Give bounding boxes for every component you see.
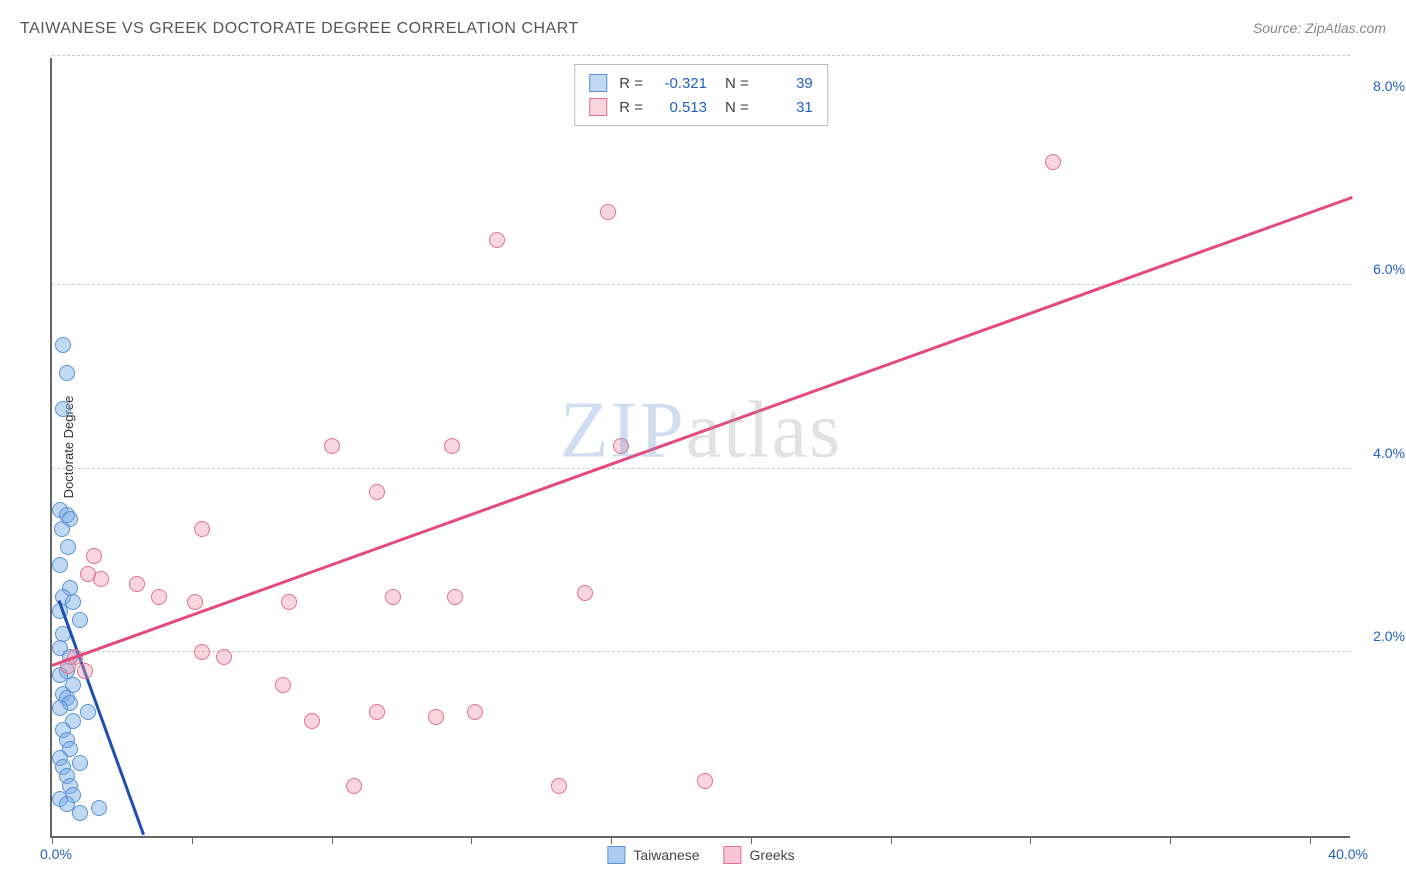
data-point [551, 778, 567, 794]
x-tick [891, 836, 892, 844]
x-tick [1170, 836, 1171, 844]
legend-swatch-icon [724, 846, 742, 864]
data-point [86, 548, 102, 564]
n-label: N = [725, 99, 749, 116]
legend-swatch-icon [607, 846, 625, 864]
data-point [194, 521, 210, 537]
n-value-taiwanese: 39 [757, 75, 813, 92]
x-tick [192, 836, 193, 844]
data-point [489, 232, 505, 248]
legend-label: Greeks [750, 847, 795, 863]
legend-item-greeks: Greeks [724, 846, 795, 864]
data-point [72, 805, 88, 821]
series-legend: Taiwanese Greeks [607, 846, 794, 864]
data-point [369, 704, 385, 720]
legend-swatch-taiwanese [589, 74, 607, 92]
chart-title: TAIWANESE VS GREEK DOCTORATE DEGREE CORR… [20, 20, 579, 38]
r-label: R = [619, 75, 643, 92]
data-point [77, 663, 93, 679]
data-point [54, 521, 70, 537]
r-label: R = [619, 99, 643, 116]
r-value-greeks: 0.513 [651, 99, 707, 116]
y-tick-label: 8.0% [1373, 78, 1405, 94]
data-point [52, 700, 68, 716]
x-tick [611, 836, 612, 844]
source-attribution: Source: ZipAtlas.com [1253, 20, 1386, 36]
x-axis-max-label: 40.0% [1328, 846, 1368, 862]
correlation-legend: R = -0.321 N = 39 R = 0.513 N = 31 [574, 64, 828, 126]
data-point [52, 557, 68, 573]
data-point [55, 337, 71, 353]
data-point [216, 649, 232, 665]
data-point [428, 709, 444, 725]
data-point [577, 585, 593, 601]
chart-area: ZIPatlas Doctorate Degree R = -0.321 N =… [50, 58, 1350, 838]
data-point [304, 713, 320, 729]
data-point [444, 438, 460, 454]
data-point [194, 644, 210, 660]
legend-row-taiwanese: R = -0.321 N = 39 [589, 71, 813, 95]
x-tick [1310, 836, 1311, 844]
data-point [91, 800, 107, 816]
data-point [697, 773, 713, 789]
gridline [52, 651, 1350, 652]
data-point [72, 612, 88, 628]
data-point [385, 589, 401, 605]
data-point [346, 778, 362, 794]
data-point [447, 589, 463, 605]
data-point [281, 594, 297, 610]
y-tick-label: 4.0% [1373, 445, 1405, 461]
legend-item-taiwanese: Taiwanese [607, 846, 699, 864]
data-point [80, 704, 96, 720]
y-tick-label: 6.0% [1373, 261, 1405, 277]
data-point [467, 704, 483, 720]
gridline [52, 468, 1350, 469]
data-point [59, 365, 75, 381]
data-point [187, 594, 203, 610]
data-point [55, 401, 71, 417]
legend-row-greeks: R = 0.513 N = 31 [589, 95, 813, 119]
data-point [369, 484, 385, 500]
legend-label: Taiwanese [633, 847, 699, 863]
data-point [324, 438, 340, 454]
data-point [613, 438, 629, 454]
watermark-part1: ZIP [560, 387, 686, 475]
n-label: N = [725, 75, 749, 92]
data-point [72, 755, 88, 771]
y-tick-label: 2.0% [1373, 628, 1405, 644]
plot-region: ZIPatlas Doctorate Degree R = -0.321 N =… [50, 58, 1350, 838]
watermark-part2: atlas [686, 387, 843, 475]
x-tick [332, 836, 333, 844]
x-tick [751, 836, 752, 844]
data-point [275, 677, 291, 693]
trendline [52, 196, 1353, 666]
legend-swatch-greeks [589, 98, 607, 116]
data-point [129, 576, 145, 592]
gridline [52, 55, 1350, 56]
data-point [93, 571, 109, 587]
x-tick [471, 836, 472, 844]
data-point [1045, 154, 1061, 170]
n-value-greeks: 31 [757, 99, 813, 116]
x-tick [1030, 836, 1031, 844]
data-point [600, 204, 616, 220]
x-tick [52, 836, 53, 844]
data-point [60, 539, 76, 555]
gridline [52, 284, 1350, 285]
x-axis-min-label: 0.0% [40, 846, 72, 862]
data-point [151, 589, 167, 605]
r-value-taiwanese: -0.321 [651, 75, 707, 92]
